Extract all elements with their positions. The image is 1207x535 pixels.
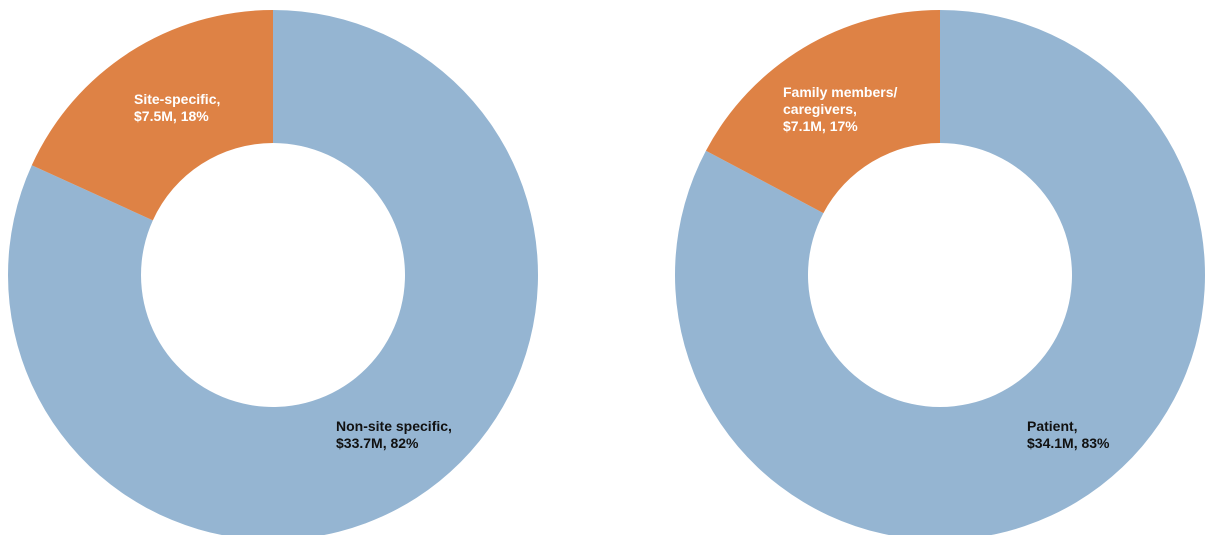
data-label-site-specific: Site-specific, $7.5M, 18% bbox=[134, 91, 220, 124]
data-label-line: $33.7M, 82% bbox=[336, 435, 419, 451]
data-label-line: caregivers, bbox=[783, 101, 857, 117]
slice-patient bbox=[675, 10, 1205, 535]
slice-site-specific bbox=[31, 10, 273, 221]
data-label-line: Non-site specific, bbox=[336, 418, 452, 434]
donut-chart-funding-focus: Non-site specific, $33.7M, 82% Site-specif… bbox=[8, 10, 538, 535]
data-label-line: Site-specific, bbox=[134, 91, 220, 107]
slice-non-site-specific bbox=[8, 10, 538, 535]
data-label-line: Family members/ bbox=[783, 84, 897, 100]
slice-family-members-caregivers bbox=[705, 10, 940, 214]
data-label-patient: Patient, $34.1M, 83% bbox=[1027, 418, 1110, 451]
data-label-line: $34.1M, 83% bbox=[1027, 435, 1110, 451]
data-label-non-site-specific: Non-site specific, $33.7M, 82% bbox=[336, 418, 452, 451]
data-label-line: $7.1M, 17% bbox=[783, 118, 858, 134]
data-label-family-members-caregivers: Family members/caregivers, $7.1M, 17% bbox=[783, 84, 897, 134]
data-label-line: $7.5M, 18% bbox=[134, 108, 209, 124]
donut-chart-funding-recipient: Patient, $34.1M, 83% Family members/caregi… bbox=[675, 10, 1205, 535]
data-label-line: Patient, bbox=[1027, 418, 1078, 434]
